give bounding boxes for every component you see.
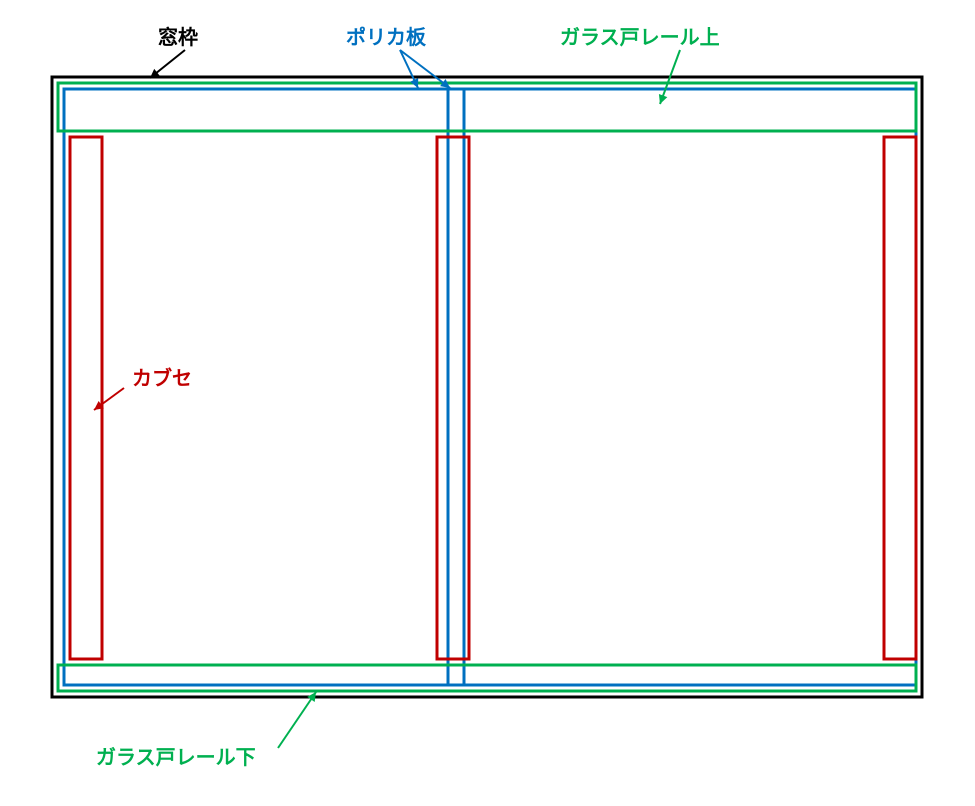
label-kabuse: カブセ <box>132 366 192 390</box>
label-polyca: ポリカ板 <box>346 25 427 49</box>
kabuse-0 <box>70 137 102 659</box>
label-rail-top: ガラス戸レール上 <box>560 26 720 49</box>
polyca-panel-left <box>64 89 464 685</box>
kabuse-2 <box>884 137 916 659</box>
glass-rail-bottom <box>58 665 916 691</box>
label-rail-bottom: ガラス戸レール下 <box>96 746 256 769</box>
polyca-panel-right <box>448 89 916 685</box>
label-window-frame: 窓枠 <box>158 25 198 49</box>
arrow-rail-bottom-head <box>307 692 316 702</box>
arrow-rail-bottom <box>278 692 316 748</box>
